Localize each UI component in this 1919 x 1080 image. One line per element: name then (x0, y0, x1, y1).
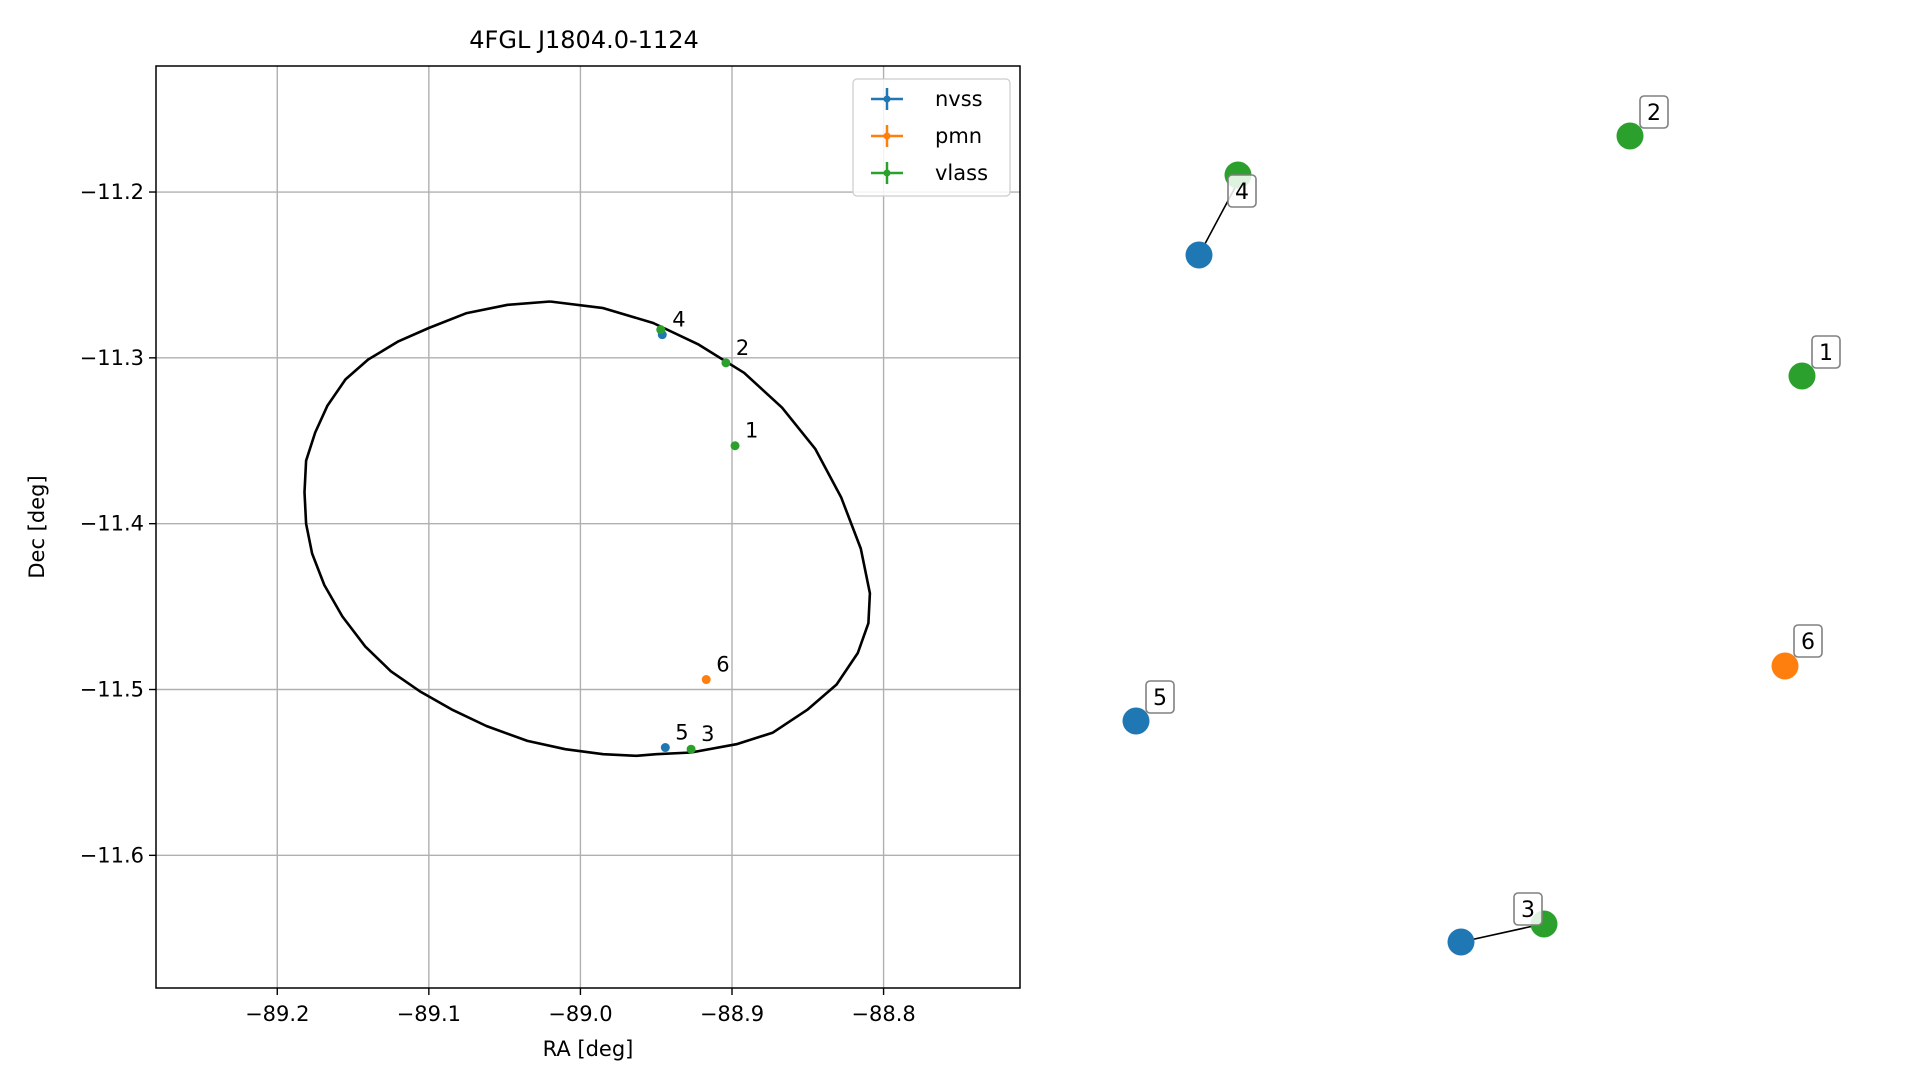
point-label-6: 6 (716, 653, 729, 677)
label-box-text: 6 (1801, 630, 1815, 655)
marker-nvss-3 (1447, 928, 1475, 956)
chart-title: 4FGL J1804.0-1124 (469, 26, 698, 54)
y-tick-label: −11.2 (80, 180, 144, 204)
label-box-text: 3 (1521, 898, 1535, 923)
label-box-frame (1227, 174, 1257, 208)
y-tick-label: −11.5 (80, 678, 144, 702)
point-pmn-6 (701, 675, 711, 685)
legend-item-nvss: nvss (871, 87, 983, 111)
label-box-frame (1793, 624, 1823, 658)
axis-ticks: −89.2 −89.1 −89.0 −88.9 −88.8 −11.2 −11.3 −11.4… (80, 180, 916, 1026)
label-box-4: 4 (1227, 174, 1257, 208)
label-box-text: 4 (1235, 180, 1249, 205)
legend-label-pmn: pmn (935, 124, 982, 148)
label-box-frame (1811, 335, 1841, 369)
grid (156, 66, 1020, 988)
legend-item-pmn: pmn (871, 124, 982, 148)
error-ellipse-layer (303, 300, 872, 758)
error-ellipse (303, 300, 872, 758)
label-box-6: 6 (1793, 624, 1823, 658)
point-nvss-5 (660, 743, 670, 753)
point-label-4: 4 (672, 308, 685, 332)
legend: nvss pmn vlass (852, 78, 1011, 197)
legend-dot-vlass (883, 169, 891, 177)
marker-nvss-4 (1185, 241, 1213, 269)
x-axis-title: RA [deg] (543, 1037, 634, 1061)
label-box-3: 3 (1513, 892, 1543, 926)
label-box-1: 1 (1811, 335, 1841, 369)
label-box-text: 1 (1819, 341, 1833, 366)
marker-nvss-5 (1122, 707, 1150, 735)
label-box-frame (1639, 95, 1669, 129)
source-layout-diagram: 1 2 3 4 5 6 (1122, 95, 1841, 956)
marker-vlass-1 (1788, 362, 1816, 390)
legend-label-nvss: nvss (935, 87, 983, 111)
marker-pmn-6 (1771, 652, 1799, 680)
y-tick-label: −11.3 (80, 346, 144, 370)
sky-map-chart: 4FGL J1804.0-1124 4 5 6 1 2 3 −89.2 −89.1 −89.0… (25, 26, 1021, 1061)
x-tick-label: −89.2 (245, 1002, 309, 1026)
point-vlass-2 (721, 358, 731, 368)
source-label-boxes: 1 2 3 4 5 6 (1145, 95, 1841, 926)
y-tick-label: −11.6 (80, 843, 144, 867)
point-vlass-3 (686, 744, 696, 754)
source-links (1198, 181, 1539, 943)
x-tick-label: −89.0 (548, 1002, 612, 1026)
source-labels: 4 5 6 1 2 3 (672, 308, 758, 747)
point-vlass-4 (656, 325, 666, 335)
legend-dot-nvss (883, 95, 891, 103)
x-tick-label: −88.8 (851, 1002, 915, 1026)
legend-label-vlass: vlass (935, 161, 988, 185)
point-label-2: 2 (736, 336, 749, 360)
label-box-frame (1513, 892, 1543, 926)
x-tick-label: −88.9 (700, 1002, 764, 1026)
point-label-3: 3 (701, 722, 714, 746)
legend-box (852, 78, 1011, 197)
plot-frame (155, 65, 1021, 989)
point-label-5: 5 (675, 721, 688, 745)
label-box-2: 2 (1639, 95, 1669, 129)
source-points (656, 325, 740, 754)
marker-vlass-2 (1616, 122, 1644, 150)
y-axis-title: Dec [deg] (25, 475, 49, 578)
label-box-5: 5 (1145, 680, 1175, 714)
legend-dot-pmn (883, 132, 891, 140)
legend-item-vlass: vlass (871, 161, 988, 185)
point-label-1: 1 (745, 419, 758, 443)
y-tick-label: −11.4 (80, 512, 144, 536)
label-box-frame (1145, 680, 1175, 714)
x-tick-label: −89.1 (397, 1002, 461, 1026)
label-box-text: 2 (1647, 101, 1661, 126)
point-vlass-1 (730, 441, 740, 451)
label-box-text: 5 (1153, 686, 1167, 711)
source-markers (1122, 122, 1816, 956)
